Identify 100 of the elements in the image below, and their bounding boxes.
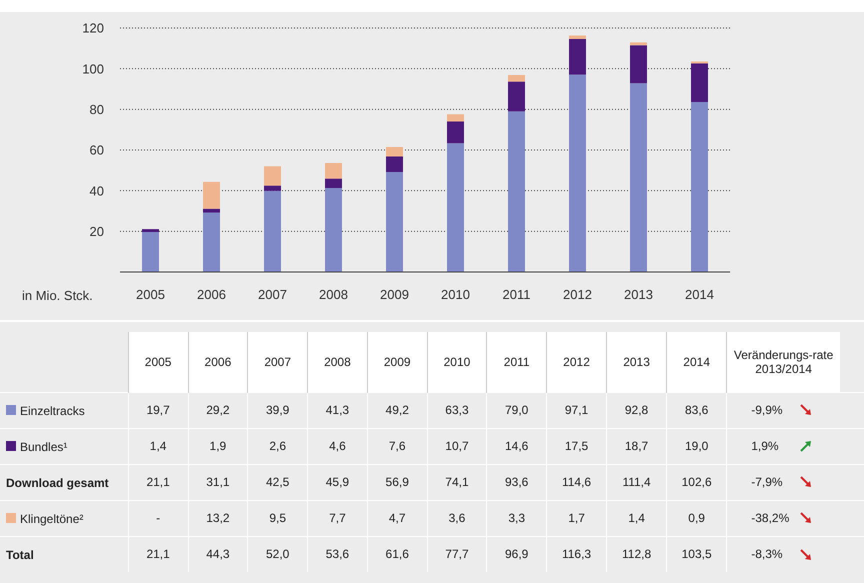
bar xyxy=(508,74,525,82)
data-label: 29,2 xyxy=(188,392,248,428)
text: 21,1 xyxy=(128,464,188,500)
text: 45,9 xyxy=(308,464,368,500)
text: 111,4 xyxy=(606,464,667,500)
data-label: 92,8 xyxy=(606,392,667,428)
text: 102,6 xyxy=(666,464,727,500)
bar xyxy=(386,146,403,157)
bar xyxy=(142,232,159,272)
category-label: 2006 xyxy=(204,354,232,369)
y-tick-label: 80 xyxy=(90,102,104,117)
text: Veränderungs-rate 2013/2014 xyxy=(726,332,840,392)
category-label: 2009 xyxy=(384,354,411,369)
bar xyxy=(447,114,464,122)
text: 74,1 xyxy=(427,464,487,500)
text: -7,9% xyxy=(751,474,784,489)
data-label: 9,5 xyxy=(248,500,308,536)
bar xyxy=(203,208,220,213)
text: 77,7 xyxy=(427,536,487,572)
bar xyxy=(325,163,342,179)
text: 116,3 xyxy=(546,536,607,572)
data-label: 63,3 xyxy=(427,392,487,428)
data-label: 1,7 xyxy=(546,500,607,536)
text: 31,1 xyxy=(188,464,248,500)
text: 53,6 xyxy=(308,536,368,572)
category-label: 2007 xyxy=(264,354,292,369)
category-label: 2008 xyxy=(324,354,351,369)
category-label: 2013 xyxy=(623,354,650,369)
text: - xyxy=(156,511,160,525)
y-tick-label: 120 xyxy=(82,20,104,36)
data-label: 1,4 xyxy=(606,500,667,536)
category-label: 2012 xyxy=(563,354,590,369)
category-label: 2011 xyxy=(504,354,530,369)
bar xyxy=(508,111,525,272)
bar xyxy=(630,83,647,272)
data-label: 18,7 xyxy=(606,428,667,464)
legend-label: Einzeltracks xyxy=(20,403,85,418)
x-tick-label: 2007 xyxy=(258,287,287,302)
bar xyxy=(630,45,647,84)
data-label: 19,0 xyxy=(666,428,727,464)
bar xyxy=(264,166,281,186)
x-tick-label: 2014 xyxy=(685,287,714,302)
x-tick-label: 2009 xyxy=(380,287,409,302)
x-tick-label: 2013 xyxy=(624,287,653,302)
x-tick-label: 2012 xyxy=(563,287,592,302)
bar xyxy=(203,212,220,272)
x-tick-label: 2008 xyxy=(319,287,348,302)
y-tick-label: 20 xyxy=(90,224,104,239)
text: 93,6 xyxy=(486,464,547,500)
data-label: 49,2 xyxy=(367,392,428,428)
bar xyxy=(325,178,342,188)
y-tick-label: 40 xyxy=(90,183,104,198)
bar xyxy=(264,186,281,191)
x-tick-label: 2010 xyxy=(441,287,470,302)
text: 61,6 xyxy=(367,536,428,572)
bar xyxy=(630,42,647,46)
x-tick-label: 2006 xyxy=(197,287,226,302)
text: 42,5 xyxy=(248,464,308,500)
data-label: 97,1 xyxy=(546,392,607,428)
text: 112,8 xyxy=(606,536,667,572)
bar xyxy=(508,82,525,112)
data-label: 39,9 xyxy=(248,392,308,428)
data-label: 14,6 xyxy=(486,428,547,464)
data-label: 41,3 xyxy=(308,392,368,428)
category-label: 2005 xyxy=(144,354,172,369)
text: 44,3 xyxy=(188,536,248,572)
text: 1,9% xyxy=(751,438,780,453)
bar xyxy=(264,190,281,272)
bar xyxy=(203,182,220,209)
legend-label: Bundles¹ xyxy=(20,439,68,454)
bar xyxy=(386,156,403,172)
bar xyxy=(691,102,708,272)
bar xyxy=(569,36,586,39)
text: -8,3% xyxy=(751,546,784,561)
data-label: 3,3 xyxy=(486,500,547,536)
text: 114,6 xyxy=(546,464,607,500)
bar xyxy=(386,172,403,272)
text: Total xyxy=(6,548,34,562)
data-label: 4,7 xyxy=(367,500,428,536)
category-label: 2014 xyxy=(683,354,710,369)
category-label: 2010 xyxy=(444,354,470,369)
text: -9,9% xyxy=(751,402,784,417)
bar xyxy=(447,122,464,144)
bar xyxy=(447,143,464,272)
text: 103,5 xyxy=(666,536,727,572)
bar xyxy=(569,38,586,75)
bar xyxy=(142,229,159,232)
data-label: 7,7 xyxy=(308,500,368,536)
data-label: 13,2 xyxy=(188,500,248,536)
bar xyxy=(325,188,342,272)
data-label: 83,6 xyxy=(666,392,727,428)
text: 96,9 xyxy=(486,536,547,572)
data-label: 79,0 xyxy=(486,392,547,428)
y-tick-label: 100 xyxy=(82,61,104,76)
legend-label: Klingeltöne² xyxy=(20,511,84,526)
data-label: 1,4 xyxy=(128,428,188,464)
data-label: 10,7 xyxy=(427,428,487,464)
data-label: 4,6 xyxy=(308,428,368,464)
data-label: 3,6 xyxy=(427,500,487,536)
x-tick-label: 2005 xyxy=(136,287,165,302)
